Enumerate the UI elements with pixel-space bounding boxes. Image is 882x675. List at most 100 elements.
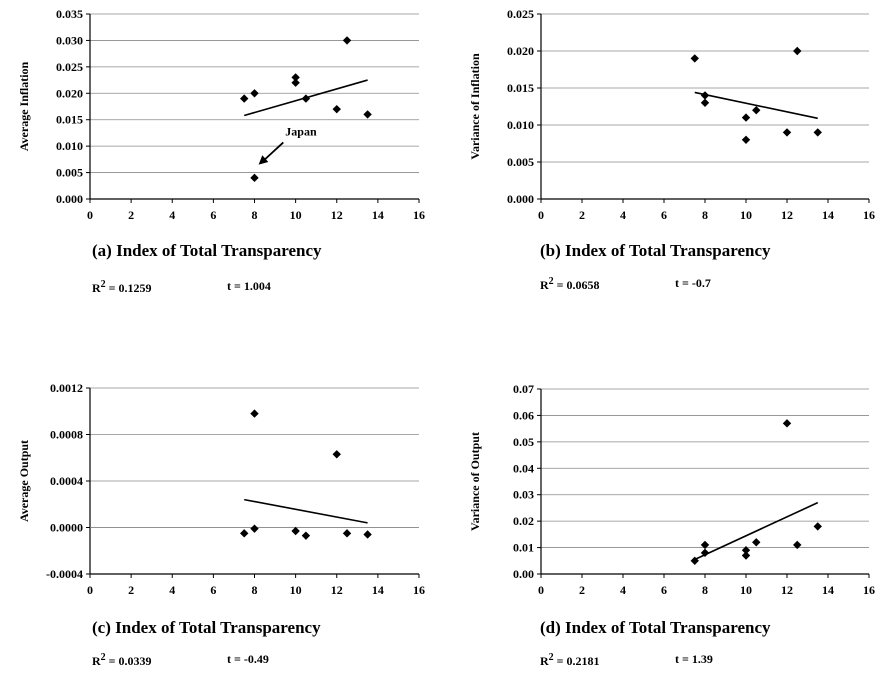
y-tick-label-d-1: 0.01 [513,541,534,555]
x-tick-label-d-0: 0 [538,583,544,597]
chart-panel-c: -0.0004 0.0000 0.0004 0.0008 0.0012 0 2 4 6 8 10 12… [0,370,441,675]
data-point-b-8 [813,128,822,137]
x-tick-label-b-8: 16 [863,208,875,222]
y-tick-label-d-5: 0.05 [513,435,534,449]
annotation-label-a: Japan [285,124,317,138]
trend-line-b [694,91,818,120]
chart-panel-a: 0.000 0.005 0.010 0.015 0.020 0.025 0.030 0.035… [0,0,441,300]
x-tick-label-a-5: 10 [290,208,302,222]
data-point-a-4 [291,78,300,87]
x-tick-label-c-6: 12 [331,583,343,597]
data-point-c-3 [291,526,300,536]
scatter-plot-a: 0.000 0.005 0.010 0.015 0.020 0.025 0.030 0.035… [17,7,425,222]
data-point-d-6 [782,419,792,428]
chart-panel-b: 0.000 0.005 0.010 0.015 0.020 0.025 0 2 4 6 8 10 12 1… [441,0,882,300]
data-point-b-1 [700,91,710,100]
data-point-c-7 [363,530,372,539]
y-tick-label-b-0: 0.000 [507,192,534,206]
y-tick-label-d-6: 0.06 [513,408,534,422]
y-tick-label-b-2: 0.010 [507,118,534,132]
y-axis-label-d: Variance of Output [468,432,482,531]
x-tick-label-a-6: 12 [331,208,343,222]
t-stat-b: t = -0.7 [675,276,711,290]
x-tick-label-b-3: 6 [661,208,667,222]
x-tick-label-c-3: 6 [210,583,216,597]
x-tick-label-b-2: 4 [620,208,626,222]
r-squared-b: R2 = 0.0658 [540,276,600,292]
x-tick-label-b-1: 2 [579,208,585,222]
x-tick-label-b-0: 0 [538,208,544,222]
data-point-a-7 [342,36,352,45]
t-stat-a: t = 1.004 [227,279,271,293]
y-tick-label-b-3: 0.015 [507,81,534,95]
x-tick-label-d-1: 2 [579,583,585,597]
data-point-c-4 [301,531,311,540]
y-tick-label-b-1: 0.005 [507,155,534,169]
x-tick-label-d-8: 16 [863,583,875,597]
t-stat-d: t = 1.39 [675,652,713,666]
data-point-d-4 [741,551,751,560]
x-tick-label-c-2: 4 [169,583,175,597]
y-tick-label-c-0: -0.0004 [46,567,83,581]
t-stat-c: t = -0.49 [227,652,269,666]
y-tick-label-b-5: 0.025 [507,7,534,21]
x-tick-label-b-4: 8 [702,208,708,222]
data-point-a-1 [250,89,259,98]
y-tick-label-d-2: 0.02 [513,514,534,528]
y-tick-label-d-7: 0.07 [513,382,534,396]
data-point-a-2 [250,173,259,183]
data-point-b-0 [690,54,699,63]
data-point-a-6 [332,104,341,114]
y-tick-label-a-6: 0.030 [56,33,83,47]
y-tick-label-a-5: 0.025 [56,60,83,74]
y-tick-label-c-4: 0.0012 [50,381,83,395]
data-point-d-3 [741,546,751,555]
y-tick-label-d-4: 0.04 [513,461,534,475]
x-tick-label-d-2: 4 [620,583,626,597]
x-tick-label-b-7: 14 [822,208,834,222]
x-tick-label-b-5: 10 [740,208,752,222]
x-tick-label-d-6: 12 [781,583,793,597]
x-tick-label-c-7: 14 [372,583,384,597]
x-tick-label-d-5: 10 [740,583,752,597]
x-tick-label-a-8: 16 [413,208,425,222]
chart-caption-d: (d) Index of Total Transparency [540,618,771,637]
y-tick-label-c-3: 0.0008 [50,428,83,442]
data-point-d-7 [793,540,802,550]
data-point-d-5 [752,538,761,547]
chart-caption-c: (c) Index of Total Transparency [92,618,321,637]
x-tick-label-a-0: 0 [87,208,93,222]
y-tick-label-a-1: 0.005 [56,166,83,180]
y-tick-label-d-3: 0.03 [513,488,534,502]
annotation-arrowhead-a [258,155,269,165]
data-point-b-3 [741,113,751,122]
x-tick-label-c-8: 16 [413,583,425,597]
y-tick-label-a-0: 0.000 [56,192,83,206]
r-squared-d: R2 = 0.2181 [540,652,600,668]
y-tick-label-a-3: 0.015 [56,113,83,127]
chart-panel-d: 0.00 0.01 0.02 0.03 0.04 0.05 0.06 0.07 0 2 4 6 8 10 1… [441,370,882,675]
x-tick-label-a-4: 8 [252,208,258,222]
chart-caption-b: (b) Index of Total Transparency [540,241,771,260]
y-axis-label-c: Average Output [17,440,31,522]
data-point-b-5 [752,106,761,115]
x-tick-label-a-2: 4 [169,208,175,222]
x-tick-label-b-6: 12 [781,208,793,222]
x-tick-label-c-5: 10 [290,583,302,597]
trend-line-c [244,498,368,524]
r-squared-a: R2 = 0.1259 [92,279,152,295]
y-tick-label-a-4: 0.020 [56,86,83,100]
trend-line-d [694,501,819,561]
x-tick-label-d-7: 14 [822,583,834,597]
data-point-c-1 [250,409,259,418]
data-point-c-0 [240,529,249,538]
data-point-a-3 [291,73,300,82]
x-tick-label-c-0: 0 [87,583,93,597]
scatter-plot-b: 0.000 0.005 0.010 0.015 0.020 0.025 0 2 4 6 8 10 12 1… [468,7,875,222]
data-point-d-0 [690,556,699,565]
data-point-b-7 [793,46,802,56]
y-tick-label-c-2: 0.0004 [50,474,83,488]
data-point-d-2 [700,548,710,558]
x-tick-label-d-4: 8 [702,583,708,597]
data-point-c-2 [250,524,259,533]
